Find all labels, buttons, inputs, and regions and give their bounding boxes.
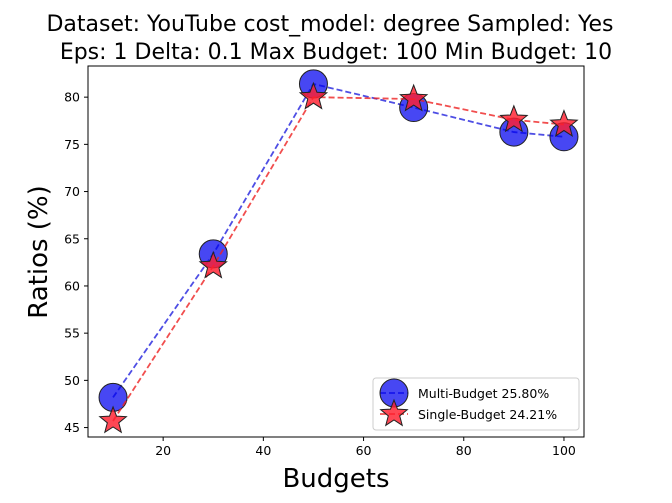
y-tick-label: 75 xyxy=(64,137,80,152)
y-tick-label: 80 xyxy=(64,90,80,105)
x-tick-label: 40 xyxy=(255,443,271,458)
x-tick-label: 100 xyxy=(552,443,576,458)
legend-symbol xyxy=(379,398,409,427)
data-point xyxy=(399,83,429,112)
series-layer xyxy=(98,69,579,434)
x-tick-label: 60 xyxy=(356,443,372,458)
chart-title-line-1: Dataset: YouTube cost_model: degree Samp… xyxy=(46,12,613,37)
y-tick-label: 65 xyxy=(64,231,80,246)
x-tick-label: 20 xyxy=(155,443,171,458)
x-tick-label: 80 xyxy=(456,443,472,458)
legend-label-single-budget: Single-Budget 24.21% xyxy=(418,407,557,422)
data-point xyxy=(499,104,529,133)
series-line xyxy=(112,96,565,422)
series-line xyxy=(112,82,565,398)
y-tick-label: 50 xyxy=(64,373,80,388)
series-multi-budget xyxy=(98,69,579,412)
x-axis-label: Budgets xyxy=(282,464,389,494)
data-point xyxy=(198,250,228,279)
series-single-budget xyxy=(98,81,579,434)
chart-title-line-2: Eps: 1 Delta: 0.1 Max Budget: 100 Min Bu… xyxy=(60,40,612,65)
y-tick-label: 60 xyxy=(64,278,80,293)
data-point xyxy=(549,109,579,137)
legend-frame xyxy=(372,377,580,431)
y-axis-label: Ratios (%) xyxy=(24,185,54,319)
y-tick-label: 70 xyxy=(64,184,80,199)
y-tick-label: 55 xyxy=(64,326,80,341)
legend-label-multi-budget: Multi-Budget 25.80% xyxy=(418,386,549,401)
legend: Multi-Budget 25.80% Single-Budget 24.21% xyxy=(372,377,580,431)
data-point xyxy=(298,81,329,110)
data-point xyxy=(98,405,128,434)
plot-frame xyxy=(87,65,585,438)
y-tick-label: 45 xyxy=(64,420,80,435)
axes-layer: 20 40 60 80 100 45 50 55 60 65 70 75 80 xyxy=(64,65,585,458)
legend-marker-single-budget xyxy=(379,398,409,427)
